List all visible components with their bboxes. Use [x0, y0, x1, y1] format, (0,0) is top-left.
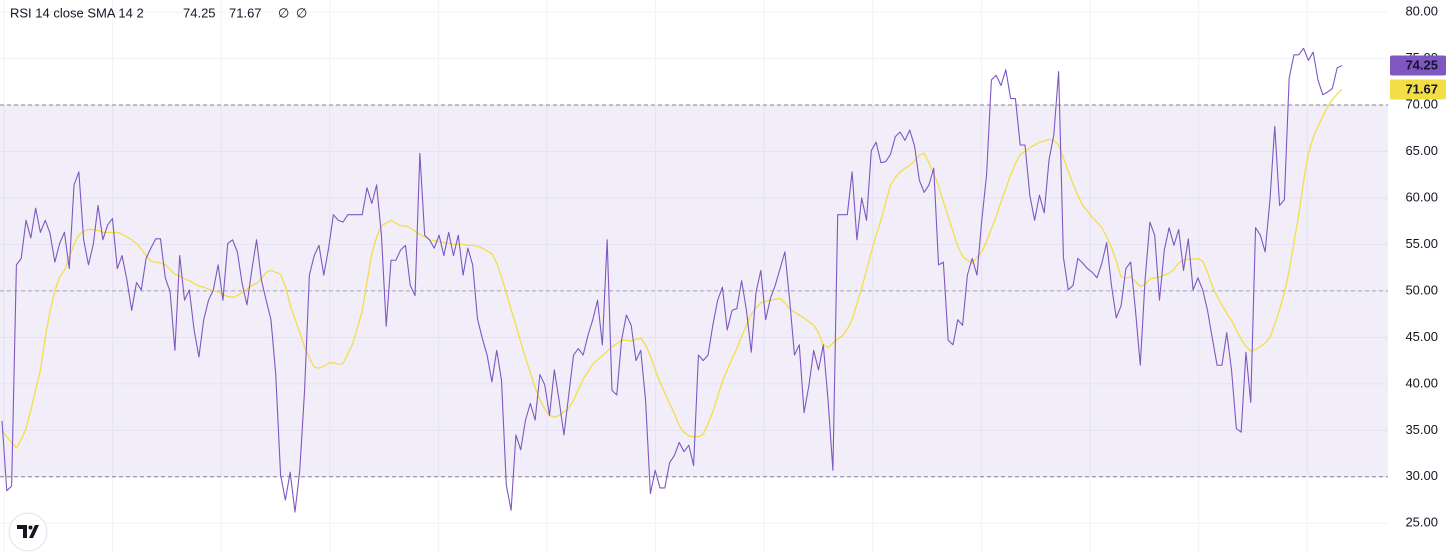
last-value-badge — [1390, 79, 1446, 100]
y-tick-label: 25.00 — [1405, 515, 1438, 530]
logo-circle — [8, 512, 48, 552]
rsi-current-value: 74.25 — [183, 5, 216, 20]
y-tick-label: 50.00 — [1405, 282, 1438, 297]
na-value: ∅ — [296, 5, 307, 20]
y-tick-label: 60.00 — [1405, 189, 1438, 204]
y-tick-label: 35.00 — [1405, 422, 1438, 437]
tradingview-logo[interactable] — [8, 512, 48, 552]
y-tick-label: 45.00 — [1405, 329, 1438, 344]
y-tick-label: 40.00 — [1405, 375, 1438, 390]
axis-layer: 80.0075.0070.0065.0060.0055.0050.0045.00… — [1390, 4, 1446, 530]
rsi-line — [1, 47, 1343, 513]
line-layer — [1, 47, 1343, 513]
y-tick-label: 70.00 — [1405, 96, 1438, 111]
sma-line — [1, 89, 1343, 449]
y-tick-label: 55.00 — [1405, 236, 1438, 251]
band-layer — [0, 104, 1388, 478]
indicator-title[interactable]: RSI 14 close SMA 14 2 — [10, 5, 144, 20]
last-value-label: 71.67 — [1405, 81, 1438, 96]
last-value-badge — [1390, 55, 1446, 76]
legend-header: RSI 14 close SMA 14 2 74.25 71.67 ∅ ∅ — [10, 5, 307, 20]
grid-layer — [0, 0, 1388, 553]
logo-dot — [28, 525, 33, 530]
last-value-label: 74.25 — [1405, 57, 1438, 72]
y-tick-label: 80.00 — [1405, 4, 1438, 19]
na-value: ∅ — [278, 5, 289, 20]
sma-current-value: 71.67 — [229, 5, 262, 20]
y-tick-label: 65.00 — [1405, 143, 1438, 158]
y-tick-label: 30.00 — [1405, 468, 1438, 483]
logo-mark — [17, 525, 39, 538]
